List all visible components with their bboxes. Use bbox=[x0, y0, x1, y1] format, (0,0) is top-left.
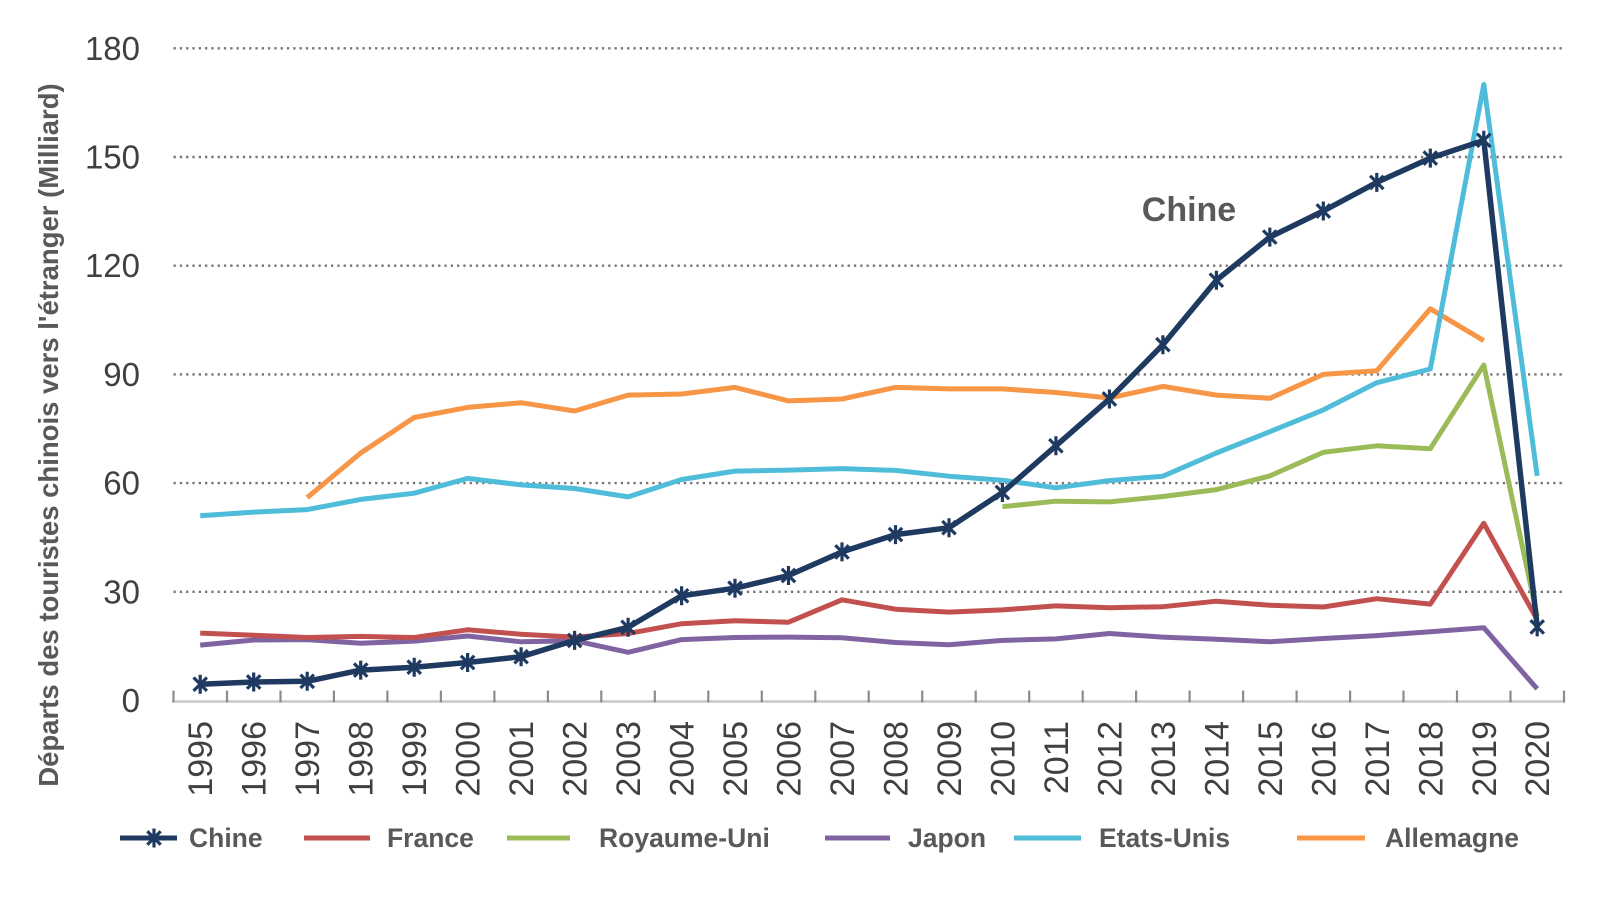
svg-text:180: 180 bbox=[85, 30, 140, 67]
svg-text:2001: 2001 bbox=[503, 721, 541, 797]
svg-text:2007: 2007 bbox=[824, 721, 862, 797]
svg-text:2003: 2003 bbox=[610, 721, 648, 797]
svg-text:2011: 2011 bbox=[1038, 721, 1076, 794]
svg-text:120: 120 bbox=[85, 247, 140, 284]
svg-text:2005: 2005 bbox=[717, 721, 755, 797]
svg-text:France: France bbox=[387, 823, 474, 853]
svg-text:Chine: Chine bbox=[189, 823, 263, 853]
svg-text:Départs des touristes chinois: Départs des touristes chinois vers l'étr… bbox=[33, 83, 64, 786]
svg-text:2006: 2006 bbox=[771, 721, 809, 797]
svg-text:1995: 1995 bbox=[182, 721, 220, 797]
svg-text:1998: 1998 bbox=[343, 721, 381, 797]
svg-text:2002: 2002 bbox=[557, 721, 595, 797]
svg-text:2017: 2017 bbox=[1359, 721, 1397, 797]
svg-text:60: 60 bbox=[103, 465, 140, 502]
svg-text:1997: 1997 bbox=[289, 721, 327, 797]
svg-text:2008: 2008 bbox=[878, 721, 916, 797]
svg-text:2013: 2013 bbox=[1145, 721, 1183, 797]
svg-text:2015: 2015 bbox=[1252, 721, 1290, 797]
svg-text:90: 90 bbox=[103, 356, 140, 393]
svg-text:2010: 2010 bbox=[984, 721, 1022, 797]
svg-text:2018: 2018 bbox=[1412, 721, 1450, 797]
svg-text:Allemagne: Allemagne bbox=[1385, 823, 1519, 853]
svg-text:Japon: Japon bbox=[908, 823, 986, 853]
svg-text:150: 150 bbox=[85, 139, 140, 176]
svg-text:2000: 2000 bbox=[450, 721, 488, 797]
svg-text:2009: 2009 bbox=[931, 721, 969, 797]
svg-text:2012: 2012 bbox=[1091, 721, 1129, 797]
svg-text:1999: 1999 bbox=[396, 721, 434, 797]
svg-text:2019: 2019 bbox=[1466, 721, 1504, 797]
svg-text:2020: 2020 bbox=[1519, 721, 1557, 797]
svg-text:Chine: Chine bbox=[1142, 191, 1236, 229]
svg-text:1996: 1996 bbox=[236, 721, 274, 797]
svg-text:Etats-Unis: Etats-Unis bbox=[1099, 823, 1230, 853]
svg-text:0: 0 bbox=[122, 682, 140, 719]
svg-text:Royaume-Uni: Royaume-Uni bbox=[599, 823, 770, 853]
svg-text:30: 30 bbox=[103, 573, 140, 610]
svg-text:2016: 2016 bbox=[1305, 721, 1343, 797]
svg-text:2014: 2014 bbox=[1198, 721, 1236, 797]
svg-text:2004: 2004 bbox=[664, 721, 702, 797]
